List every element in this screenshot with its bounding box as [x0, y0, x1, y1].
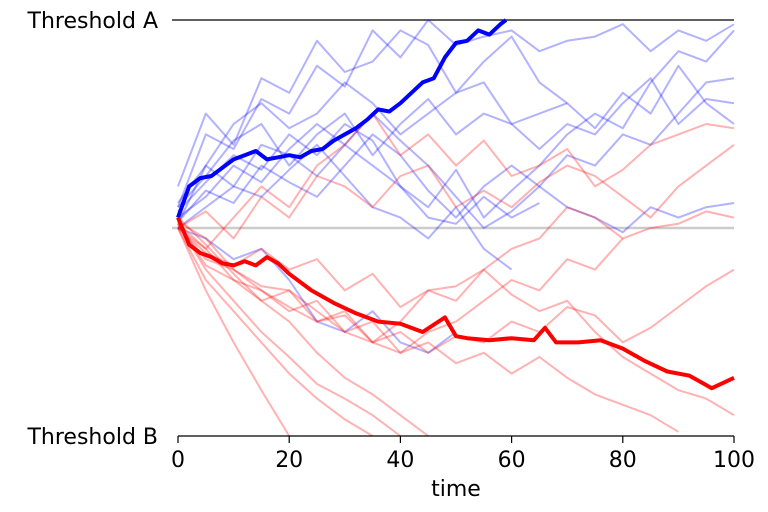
background-series-line-13 [177, 227, 624, 354]
highlight-series-line-0 [176, 18, 508, 219]
x-ticks: 0 20 40 60 80 100 [171, 436, 755, 473]
background-series-line-5 [177, 143, 513, 271]
background-series-line-4 [177, 77, 735, 229]
threshold-labels: Threshold A Threshold B [26, 9, 158, 450]
x-tick-label-0: 0 [171, 448, 185, 473]
x-tick-label-80: 80 [609, 448, 637, 473]
background-series-line-6 [177, 123, 540, 225]
x-axis-title: time [431, 477, 481, 502]
threshold-a-label: Threshold A [27, 9, 158, 34]
background-series-line-2 [177, 77, 735, 208]
background-series-line-18 [177, 216, 429, 437]
background-series-line-15 [177, 227, 735, 417]
x-tick-label-40: 40 [386, 448, 414, 473]
background-series [177, 19, 735, 437]
background-series-line-17 [177, 227, 374, 437]
background-series-line-3 [177, 29, 735, 225]
x-tick-label-20: 20 [275, 448, 303, 473]
x-tick-label-60: 60 [498, 448, 526, 473]
background-series-line-19 [177, 227, 291, 437]
background-series-line-14 [177, 220, 679, 433]
background-series-line-8 [177, 81, 568, 204]
background-series-line-7 [177, 227, 457, 354]
background-series-line-10 [177, 112, 735, 250]
background-series-line-11 [177, 143, 735, 240]
background-series-line-1 [177, 29, 735, 187]
x-tick-label-100: 100 [713, 448, 755, 473]
background-series-line-9 [177, 133, 735, 234]
background-series-line-16 [177, 223, 401, 437]
highlight-series-line-1 [176, 216, 735, 391]
highlight-series [176, 18, 735, 391]
background-series-line-12 [177, 206, 735, 344]
threshold-b-label: Threshold B [26, 425, 158, 450]
